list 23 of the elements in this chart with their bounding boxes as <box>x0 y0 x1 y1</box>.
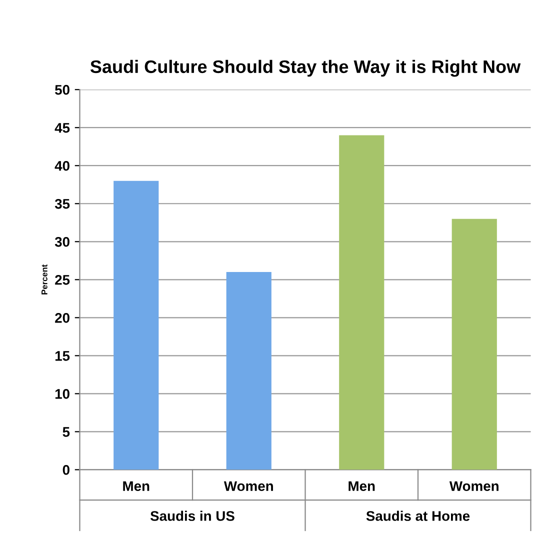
y-tick-label: 25 <box>55 274 70 285</box>
y-tick-label: 50 <box>55 84 70 95</box>
y-tick-label: 15 <box>55 351 70 361</box>
x-tick-label: Women <box>224 481 273 492</box>
x-tick-label: Men <box>123 481 150 492</box>
chart-title: Saudi Culture Should Stay the Way it is Right Now <box>90 60 521 77</box>
y-axis-title: Percent <box>42 264 48 294</box>
x-tick-label: Women <box>449 481 498 492</box>
y-tick-label: 45 <box>54 123 70 133</box>
x-tick-label: Men <box>348 481 375 492</box>
y-tick-label: 0 <box>62 465 70 475</box>
y-tick-label: 10 <box>55 389 70 399</box>
text: Saudis at Home <box>366 510 470 521</box>
text: Saudis in US <box>150 510 234 521</box>
y-tick-label: 5 <box>62 427 70 437</box>
bar <box>114 180 159 470</box>
y-tick-label: 30 <box>54 236 70 247</box>
y-tick-label: 35 <box>54 198 70 209</box>
bar <box>452 218 497 470</box>
bar <box>226 272 272 470</box>
y-tick-label: 20 <box>55 312 70 323</box>
bar <box>339 135 384 470</box>
y-tick-label: 40 <box>54 160 70 171</box>
